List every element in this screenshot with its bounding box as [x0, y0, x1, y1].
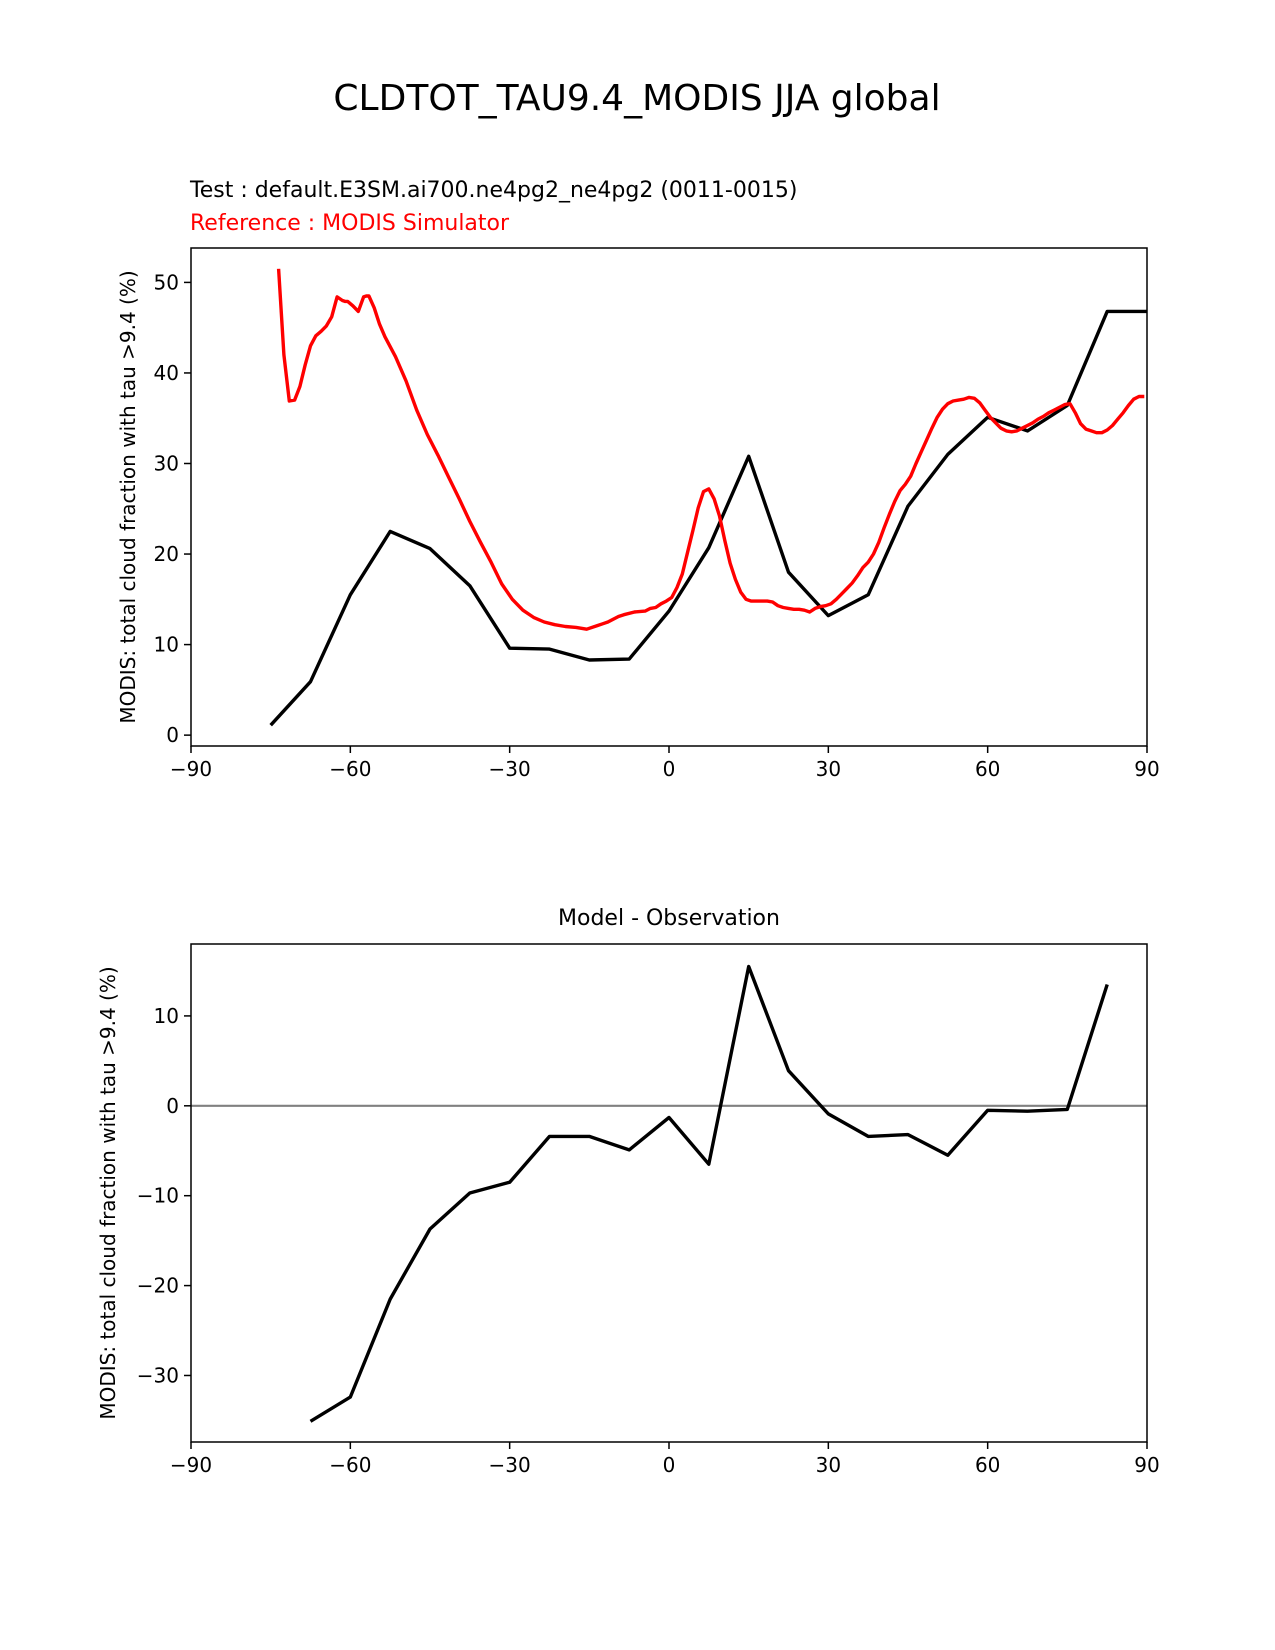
bottom-panel-title: Model - Observation [558, 906, 780, 931]
line-chart-top-panel: −90 −60 −30 0 30 60 90 0 10 20 30 40 50 MODIS: total… [116, 247, 1160, 781]
top-x-tick-label: −60 [329, 757, 371, 781]
top-x-tick-label: 90 [1134, 757, 1159, 781]
top-x-tick-label: 60 [975, 757, 1000, 781]
top-x-tick-label: 0 [663, 757, 676, 781]
bottom-y-tick-label: −30 [137, 1363, 179, 1387]
bottom-x-tick-label: −60 [329, 1453, 371, 1477]
bottom-y-tick-label: 10 [154, 1004, 179, 1028]
bottom-ticks: −90 −60 −30 0 30 60 90 −30 −20 −10 0 10 [137, 1004, 1160, 1477]
top-y-axis-label: MODIS: total cloud fraction with tau >9.… [116, 270, 140, 723]
bottom-series-difference-line [309, 964, 1109, 1423]
top-x-tick-label: −90 [170, 757, 212, 781]
bottom-x-tick-label: −30 [489, 1453, 531, 1477]
top-series-test-line [269, 309, 1147, 727]
test-label: Test : default.E3SM.ai700.ne4pg2_ne4pg2 … [189, 178, 797, 203]
bottom-series-layer [309, 964, 1109, 1423]
bottom-x-tick-label: 90 [1134, 1453, 1159, 1477]
top-y-tick-label: 0 [166, 723, 179, 747]
bottom-x-tick-label: 0 [663, 1453, 676, 1477]
bottom-y-axis-label: MODIS: total cloud fraction with tau >9.… [96, 966, 120, 1419]
bottom-x-tick-label: −90 [170, 1453, 212, 1477]
line-chart-bottom-panel: −90 −60 −30 0 30 60 90 −30 −20 −10 0 10 MODIS: tota… [96, 943, 1160, 1477]
top-series-reference-line [276, 268, 1145, 631]
top-x-tick-label: −30 [489, 757, 531, 781]
bottom-x-tick-label: 60 [975, 1453, 1000, 1477]
bottom-y-tick-label: 0 [166, 1094, 179, 1118]
top-series-layer [269, 268, 1147, 727]
bottom-x-tick-label: 30 [816, 1453, 841, 1477]
figure-suptitle: CLDTOT_TAU9.4_MODIS JJA global [333, 78, 940, 119]
reference-label: Reference : MODIS Simulator [190, 211, 510, 236]
top-y-tick-label: 10 [154, 633, 179, 657]
top-y-tick-label: 50 [154, 270, 179, 294]
bottom-y-tick-label: −10 [137, 1184, 179, 1208]
top-y-tick-label: 20 [154, 542, 179, 566]
top-ticks: −90 −60 −30 0 30 60 90 0 10 20 30 40 50 [154, 270, 1160, 781]
top-y-tick-label: 30 [154, 451, 179, 475]
top-x-tick-label: 30 [816, 757, 841, 781]
bottom-y-tick-label: −20 [137, 1274, 179, 1298]
top-y-tick-label: 40 [154, 361, 179, 385]
